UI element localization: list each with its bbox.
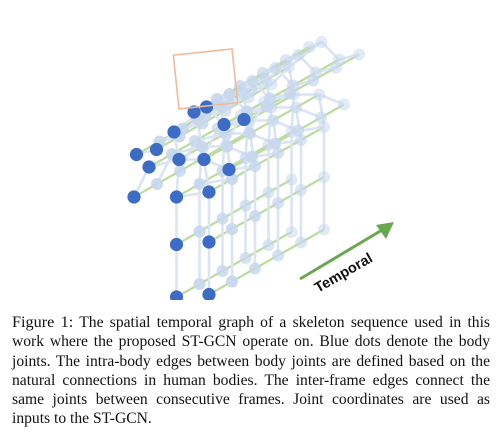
joint xyxy=(330,61,342,74)
joint xyxy=(142,160,156,174)
joint xyxy=(167,125,181,139)
joint xyxy=(285,173,298,186)
figure-caption: Figure 1: The spatial temporal graph of … xyxy=(12,313,490,429)
joint xyxy=(246,75,259,87)
joint xyxy=(222,162,236,177)
joint xyxy=(280,54,292,66)
joint xyxy=(292,49,305,61)
joint xyxy=(174,165,186,177)
temporal-arrow-shaft xyxy=(299,228,383,281)
joint xyxy=(292,124,304,137)
joint xyxy=(257,67,269,79)
joint xyxy=(193,225,206,238)
joint xyxy=(169,237,184,252)
joint xyxy=(169,290,184,300)
joint xyxy=(284,87,296,100)
joint xyxy=(211,93,223,105)
joint xyxy=(262,186,275,199)
joint xyxy=(187,105,201,119)
highlight-box xyxy=(172,48,239,110)
joint xyxy=(249,210,261,222)
joint xyxy=(246,150,258,163)
caption-label: Figure 1: xyxy=(12,313,74,331)
joint xyxy=(169,190,184,204)
joint xyxy=(267,114,279,127)
joint xyxy=(295,236,307,249)
caption-text: The spatial temporal graph of a skeleton… xyxy=(12,314,490,428)
joint xyxy=(269,137,281,150)
joint xyxy=(226,275,238,288)
joint xyxy=(193,278,206,290)
joint xyxy=(237,112,251,127)
joint xyxy=(217,117,231,132)
joint xyxy=(202,287,216,300)
joint xyxy=(272,249,284,262)
joint xyxy=(202,185,216,199)
joint xyxy=(261,100,273,113)
joint xyxy=(290,101,302,114)
temporal-arrow-label: Temporal xyxy=(312,251,376,297)
joint xyxy=(315,111,327,124)
joint xyxy=(272,197,284,209)
joint xyxy=(196,140,208,153)
joint xyxy=(199,100,214,114)
joint xyxy=(216,212,229,225)
joint xyxy=(318,171,330,183)
joint xyxy=(226,223,238,235)
joint xyxy=(295,134,307,146)
intra-body-edge xyxy=(288,40,323,69)
joint xyxy=(149,142,164,157)
joint xyxy=(269,62,282,74)
joint xyxy=(295,184,307,196)
joint xyxy=(249,262,261,275)
intra-body-edge xyxy=(290,94,296,133)
joint xyxy=(307,74,319,87)
temporal-arrow-head xyxy=(376,222,394,239)
skeleton-graph-figure: Temporal xyxy=(127,36,394,300)
joint xyxy=(239,252,252,264)
joint xyxy=(272,147,284,159)
joint xyxy=(338,98,350,111)
joint xyxy=(249,160,261,172)
joint xyxy=(315,36,328,48)
joint xyxy=(202,235,216,249)
intra-body-edge xyxy=(265,53,300,82)
joint xyxy=(244,127,256,140)
joint xyxy=(129,147,144,162)
joint xyxy=(313,88,325,101)
joint xyxy=(285,226,298,238)
joint xyxy=(172,152,186,167)
joint xyxy=(197,152,211,167)
joint xyxy=(223,88,236,100)
joint xyxy=(318,223,330,236)
joint xyxy=(151,178,163,190)
joint xyxy=(193,178,206,190)
joint xyxy=(216,265,229,277)
joint xyxy=(221,140,233,153)
intra-body-edge xyxy=(267,107,273,146)
joint xyxy=(127,190,141,204)
temporal-arrow: Temporal xyxy=(299,222,394,297)
joint xyxy=(262,239,275,251)
body-joints xyxy=(127,36,365,300)
joint xyxy=(303,41,315,53)
joint xyxy=(318,121,330,133)
joint xyxy=(353,48,365,61)
joint xyxy=(239,199,252,212)
